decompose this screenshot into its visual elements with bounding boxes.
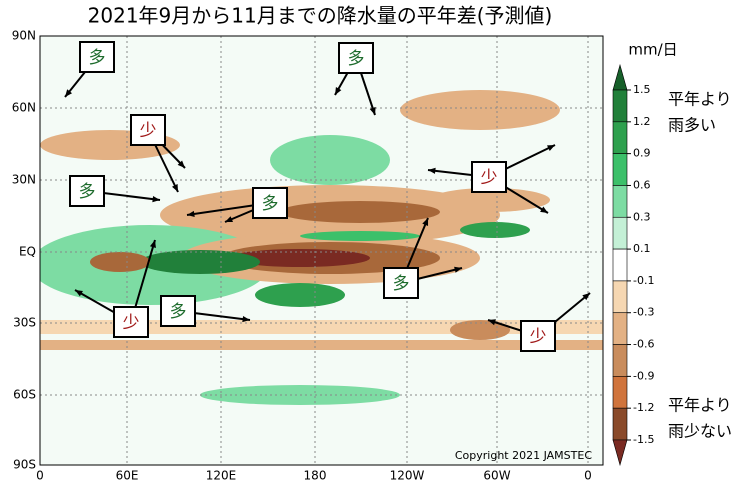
arrow-head <box>335 87 342 95</box>
lon-label: 0 <box>36 469 44 483</box>
colorbar-tick-label: 0.3 <box>633 210 651 223</box>
arrow-head <box>454 266 462 273</box>
lat-label: 90N <box>12 29 36 43</box>
arrow-head <box>225 216 233 223</box>
label-text: 少 <box>481 168 498 188</box>
label-box <box>113 306 149 338</box>
lat-label: 60N <box>12 101 36 115</box>
colorbar-tick-label: 0.9 <box>633 147 651 160</box>
colorbar-cell <box>612 248 628 282</box>
wet-legend: 平年より <box>668 90 732 109</box>
arrow-head <box>171 184 178 192</box>
colorbar-tick-label: 1.5 <box>633 83 651 96</box>
colorbar-cell <box>612 312 628 345</box>
label-text: 多 <box>262 194 279 214</box>
lat-label: 30N <box>12 173 36 187</box>
label-box <box>471 161 507 193</box>
colorbar-cell <box>612 280 628 314</box>
colorbar-tick-label: -0.1 <box>633 274 654 287</box>
label-text: 少 <box>123 313 140 333</box>
lon-label: 60E <box>116 469 139 483</box>
arrow-head <box>582 293 590 301</box>
arrow-head <box>177 160 185 168</box>
label-box <box>69 175 105 207</box>
label-text: 多 <box>79 182 96 202</box>
label-text: 多 <box>89 48 106 68</box>
label-box <box>130 114 166 146</box>
dry-legend: 雨少ない <box>668 422 732 441</box>
label-box <box>383 267 419 299</box>
colorbar-cell <box>612 376 628 409</box>
label-box <box>252 187 288 219</box>
lon-label: 120E <box>206 469 237 483</box>
arrow-head <box>422 218 429 226</box>
map-frame <box>39 35 604 466</box>
lat-label: 30S <box>13 316 36 330</box>
colorbar-tick-label: 0.6 <box>633 178 651 191</box>
title: 2021年9月から11月までの降水量の平年差(予測値) <box>88 4 553 28</box>
colorbar-tick-label: -1.2 <box>633 401 654 414</box>
arrow-head <box>547 145 555 152</box>
arrow-head <box>540 206 548 213</box>
label-box <box>79 41 115 73</box>
label-text: 多 <box>170 302 187 322</box>
colorbar-tick-label: -1.5 <box>633 433 654 446</box>
colorbar-cell <box>612 89 628 123</box>
lon-label: 0 <box>584 469 592 483</box>
map-field <box>40 36 603 465</box>
label-box <box>520 320 556 352</box>
arrow-head <box>187 210 195 218</box>
lat-label: EQ <box>19 245 36 259</box>
colorbar-cell <box>612 185 628 218</box>
colorbar-tick-label: 1.2 <box>633 115 651 128</box>
arrow-head <box>65 89 73 97</box>
label-text: 少 <box>530 327 547 347</box>
arrow-head <box>428 167 436 174</box>
lat-label: 60S <box>13 388 36 402</box>
arrow-head <box>152 196 160 203</box>
arrow-head <box>242 315 250 323</box>
arrow-head <box>488 319 496 326</box>
label-text: 多 <box>393 274 410 294</box>
colorbar-cell <box>612 344 628 377</box>
colorbar-cell <box>612 63 628 91</box>
colorbar-cell <box>612 153 628 186</box>
label-box <box>160 295 196 327</box>
lon-label: 180 <box>304 469 327 483</box>
colorbar-cell <box>612 216 628 250</box>
colorbar-cell <box>612 121 628 154</box>
colorbar-tick-label: 0.1 <box>633 242 651 255</box>
colorbar-tick-label: -0.9 <box>633 369 654 382</box>
arrow-head <box>369 107 376 115</box>
copyright: Copyright 2021 JAMSTEC <box>455 449 592 462</box>
graticule <box>40 36 603 465</box>
label-box <box>338 42 374 74</box>
arrow-head <box>149 240 156 248</box>
dry-legend: 平年より <box>668 396 732 415</box>
label-text: 少 <box>140 121 157 141</box>
colorbar-cell <box>612 439 628 467</box>
colorbar: 1.5 1.2 0.9 0.6 0.3 0.1 -0.1 -0.3 -0.6 -0.9 -1.2 -1… <box>612 63 654 467</box>
lon-label: 60W <box>483 469 510 483</box>
lat-label: 90S <box>13 458 36 472</box>
arrow-head <box>75 290 83 297</box>
label-text: 多 <box>348 49 365 69</box>
colorbar-tick-label: -0.6 <box>633 338 654 351</box>
lon-label: 120W <box>390 469 425 483</box>
wet-legend: 雨多い <box>668 116 716 135</box>
colorbar-unit: mm/日 <box>628 41 677 59</box>
colorbar-tick-label: -0.3 <box>633 306 654 319</box>
colorbar-cell <box>612 407 628 441</box>
